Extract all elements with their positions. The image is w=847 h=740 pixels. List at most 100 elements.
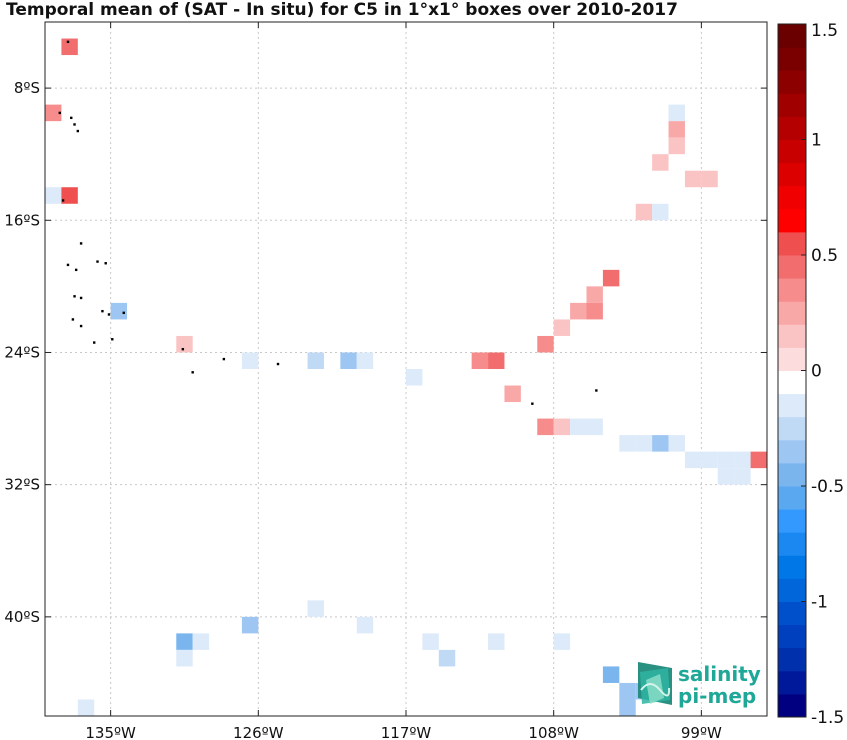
data-cell-19 <box>176 335 193 353</box>
data-cell-46 <box>176 633 193 650</box>
colorbar-ticks: 1.5 1 0.5 0 -0.5 -1 -1.5 <box>801 21 844 728</box>
data-cells <box>45 38 767 716</box>
data-cell-37 <box>701 451 718 469</box>
colorbar-segment-28 <box>778 47 806 71</box>
x-tick-label-2: 117ºW <box>381 724 432 740</box>
colorbar-tick-label-2: 0.5 <box>811 246 838 266</box>
logo-graphic-icon <box>638 662 672 705</box>
colorbar-segment-16 <box>778 324 806 348</box>
data-cell-2 <box>668 104 685 122</box>
colorbar-tick-label-1: 1 <box>811 131 822 151</box>
salinity-pi-mep-logo: salinity pi-mep <box>638 662 761 708</box>
data-cell-53 <box>602 666 620 683</box>
x-tick-label-0: 135ºW <box>85 724 136 740</box>
data-cell-4 <box>668 137 685 155</box>
data-cell-40 <box>750 451 767 469</box>
colorbar-segment-4 <box>778 601 806 626</box>
data-cell-7 <box>701 170 718 188</box>
colorbar-segment-15 <box>778 347 806 371</box>
island-marker-13 <box>101 309 104 313</box>
colorbar-segment-12 <box>778 416 806 441</box>
colorbar-segment-7 <box>778 532 806 556</box>
colorbar-segment-20 <box>778 231 806 256</box>
data-cell-39 <box>734 451 751 469</box>
y-tick-label-2: 24ºS <box>4 343 40 361</box>
data-cell-20 <box>241 352 259 369</box>
colorbar <box>777 23 807 718</box>
data-cell-35 <box>668 435 685 452</box>
y-tick-label-3: 32ºS <box>4 476 40 494</box>
chart-title: Temporal mean of (SAT - In situ) for C5 … <box>6 0 678 20</box>
colorbar-segment-18 <box>778 278 806 302</box>
data-cell-21 <box>307 352 324 369</box>
colorbar-segment-9 <box>778 486 806 510</box>
data-cell-30 <box>570 418 587 436</box>
data-cell-18 <box>537 335 554 353</box>
data-cell-47 <box>192 633 210 650</box>
data-cell-12 <box>602 269 620 287</box>
colorbar-segment-2 <box>778 647 806 672</box>
data-cell-0 <box>61 38 78 56</box>
data-cell-33 <box>635 435 653 452</box>
island-marker-5 <box>61 199 65 202</box>
island-marker-18 <box>111 338 114 341</box>
colorbar-segment-24 <box>778 139 806 164</box>
colorbar-segment-23 <box>778 162 806 187</box>
data-cell-23 <box>356 352 374 369</box>
colorbar-tick-label-3: 0 <box>811 362 822 382</box>
island-marker-24 <box>595 389 598 392</box>
x-tick-label-1: 126ºW <box>233 724 284 740</box>
y-tick-label-4: 40ºS <box>4 608 40 626</box>
island-marker-11 <box>73 295 76 298</box>
data-cell-3 <box>668 121 685 138</box>
data-cell-13 <box>586 286 603 303</box>
data-cell-16 <box>553 319 571 336</box>
x-axis-ticks: 135ºW 126ºW 117ºW 108ºW 99ºW <box>85 22 722 740</box>
data-cell-57 <box>619 699 636 716</box>
island-marker-7 <box>66 263 70 267</box>
data-cell-43 <box>307 600 324 617</box>
logo-line2: pi-mep <box>678 684 756 708</box>
data-cell-49 <box>488 633 505 650</box>
data-cell-56 <box>77 699 95 716</box>
island-marker-2 <box>73 123 76 126</box>
data-cell-14 <box>570 302 587 320</box>
island-marker-14 <box>107 313 111 316</box>
colorbar-segment-8 <box>778 509 806 533</box>
colorbar-segment-6 <box>778 555 806 579</box>
colorbar-segment-11 <box>778 439 806 464</box>
colorbar-tick-label-5: -1 <box>811 593 828 613</box>
data-cell-45 <box>356 616 374 634</box>
data-cell-50 <box>553 633 571 650</box>
island-markers <box>58 40 598 405</box>
island-marker-6 <box>79 242 83 245</box>
colorbar-segment-19 <box>778 255 806 279</box>
island-marker-19 <box>181 347 185 351</box>
data-cell-25 <box>488 352 505 369</box>
island-marker-17 <box>93 341 96 344</box>
island-marker-23 <box>531 402 534 405</box>
data-cell-15 <box>586 302 603 320</box>
island-marker-0 <box>66 40 70 44</box>
data-cell-27 <box>504 385 521 403</box>
data-cell-11 <box>652 203 669 221</box>
island-marker-1 <box>70 116 73 120</box>
colorbar-segment-0 <box>778 693 806 718</box>
data-cell-42 <box>734 468 751 485</box>
y-axis-ticks: 8ºS 16ºS 24ºS 32ºS 40ºS <box>4 79 767 626</box>
data-cell-24 <box>471 352 489 369</box>
x-tick-label-3: 108ºW <box>528 724 579 740</box>
data-cell-6 <box>684 170 702 188</box>
colorbar-segment-13 <box>778 393 806 418</box>
data-cell-5 <box>652 154 669 171</box>
data-cell-54 <box>619 682 636 700</box>
data-cell-31 <box>586 418 603 436</box>
island-marker-21 <box>276 362 280 366</box>
data-cell-44 <box>241 616 259 634</box>
data-cell-17 <box>110 302 128 320</box>
data-cell-48 <box>422 633 439 650</box>
colorbar-tick-label-0: 1.5 <box>811 21 838 41</box>
colorbar-segment-3 <box>778 624 806 649</box>
colorbar-segment-22 <box>778 185 806 210</box>
